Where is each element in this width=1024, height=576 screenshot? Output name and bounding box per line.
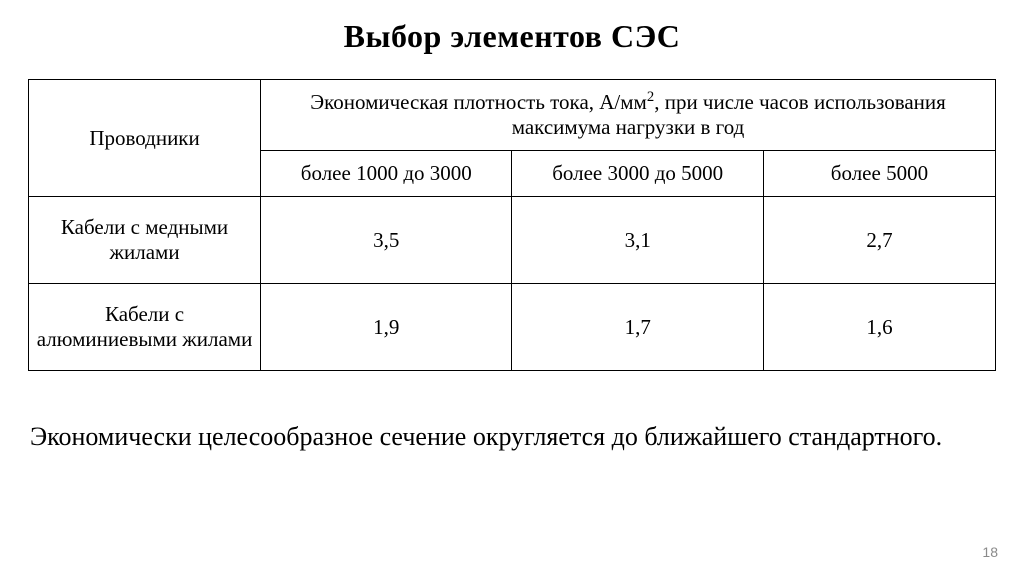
row-value: 1,7 <box>512 284 763 371</box>
col-header-group: Экономическая плотность тока, А/мм2, при… <box>261 80 996 151</box>
row-label: Кабели с медными жилами <box>29 197 261 284</box>
row-label: Кабели с алюминиевыми жилами <box>29 284 261 371</box>
note-text: Экономически целесообразное сечение окру… <box>30 419 994 454</box>
table-header-row-1: Проводники Экономическая плотность тока,… <box>29 80 996 151</box>
row-value: 1,9 <box>261 284 512 371</box>
col-header-conductors: Проводники <box>29 80 261 197</box>
col-header-group-prefix: Экономическая плотность тока, А/мм <box>310 90 647 114</box>
density-table: Проводники Экономическая плотность тока,… <box>28 79 996 371</box>
page-number: 18 <box>982 544 998 560</box>
row-value: 1,6 <box>763 284 995 371</box>
subheader-range2: более 3000 до 5000 <box>512 151 763 197</box>
table-row: Кабели с медными жилами 3,5 3,1 2,7 <box>29 197 996 284</box>
row-value: 3,1 <box>512 197 763 284</box>
subheader-range3: более 5000 <box>763 151 995 197</box>
subheader-range1: более 1000 до 3000 <box>261 151 512 197</box>
table-row: Кабели с алюминиевыми жилами 1,9 1,7 1,6 <box>29 284 996 371</box>
page-title: Выбор элементов СЭС <box>28 18 996 55</box>
row-value: 3,5 <box>261 197 512 284</box>
slide: Выбор элементов СЭС Проводники Экономиче… <box>0 0 1024 576</box>
row-value: 2,7 <box>763 197 995 284</box>
